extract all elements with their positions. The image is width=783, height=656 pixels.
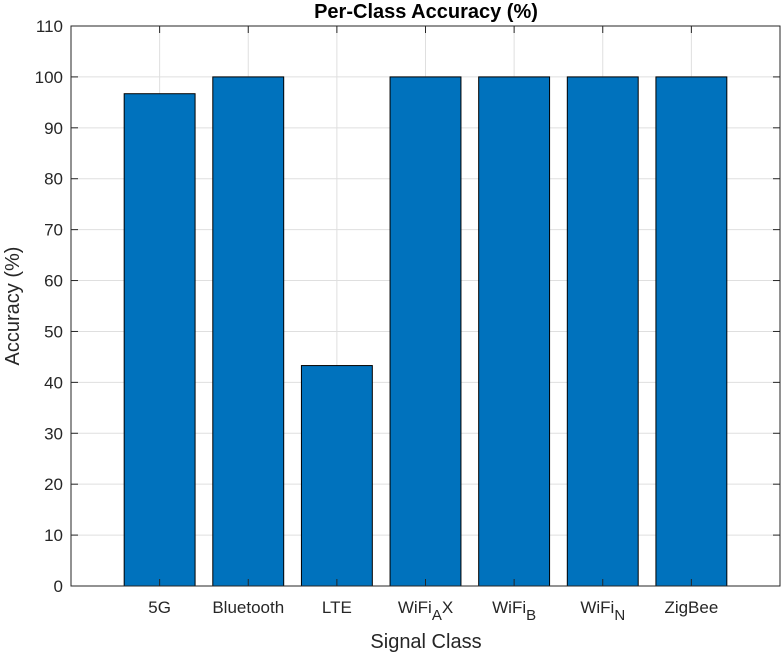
bars	[123, 76, 728, 587]
y-tick-label: 0	[54, 577, 63, 596]
y-tick-label: 100	[35, 68, 63, 87]
x-tick-labels: 5G Bluetooth LTE WiFiAX WiFiB WiFiN ZigBee	[148, 598, 718, 624]
x-tick-label: ZigBee	[664, 598, 718, 617]
y-tick-label: 80	[44, 170, 63, 189]
bar-bluetooth	[212, 76, 285, 587]
y-tick-label: 70	[44, 221, 63, 240]
x-tick-label: WiFiN	[580, 598, 625, 624]
chart-title: Per-Class Accuracy (%)	[314, 1, 538, 23]
bar-wifin	[566, 76, 639, 587]
bar-zigbee	[655, 76, 728, 587]
y-tick-label: 40	[44, 373, 63, 392]
x-tick-label: Bluetooth	[212, 598, 284, 617]
y-tick-label: 10	[44, 526, 63, 545]
y-axis-label: Accuracy (%)	[2, 247, 24, 366]
y-tick-label: 50	[44, 322, 63, 341]
bar-lte	[300, 365, 373, 587]
x-tick-label: LTE	[322, 598, 352, 617]
bar-wifiax	[389, 76, 462, 587]
tick-marks	[71, 25, 780, 587]
y-tick-labels: 0 10 20 30 40 50 60 70 80 90 100 110	[35, 17, 63, 596]
y-tick-label: 20	[44, 475, 63, 494]
x-tick-label: WiFiAX	[398, 598, 453, 624]
y-tick-label: 110	[36, 17, 63, 36]
bar-wifib	[478, 76, 551, 587]
x-tick-label: WiFiB	[492, 598, 536, 624]
x-tick-label: 5G	[148, 598, 171, 617]
y-tick-label: 90	[44, 119, 63, 138]
y-tick-label: 30	[44, 424, 63, 443]
bar-5g	[123, 93, 196, 587]
x-axis-label: Signal Class	[370, 631, 481, 653]
y-tick-label: 60	[44, 272, 63, 291]
